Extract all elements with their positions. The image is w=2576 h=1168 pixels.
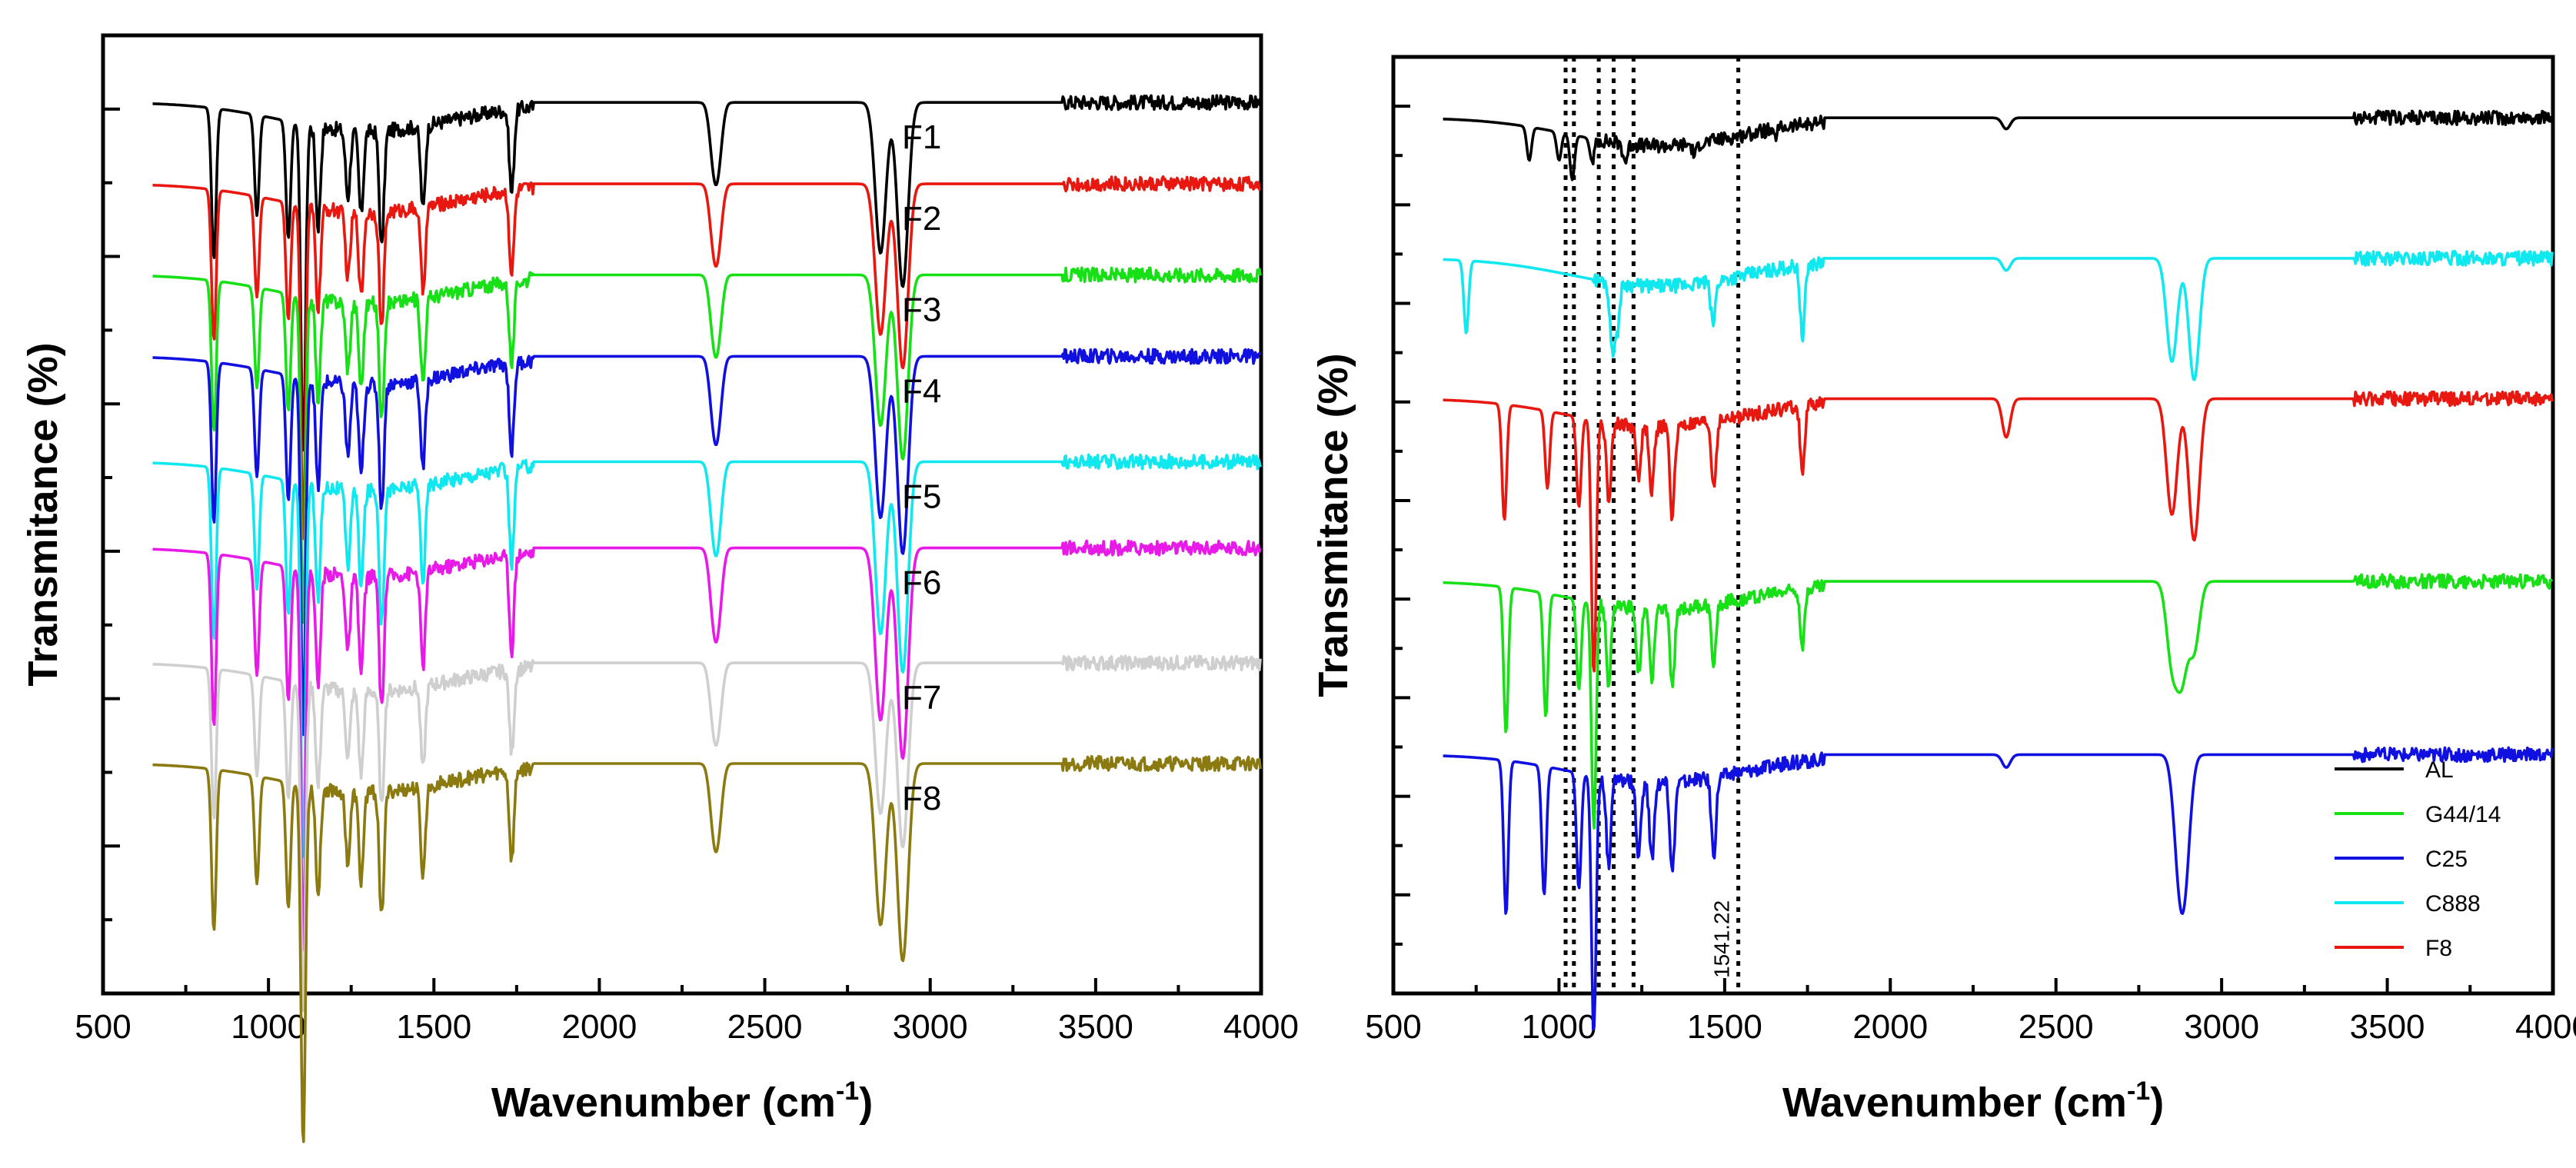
x-tick-label: 500	[1365, 1008, 1421, 1046]
series-label-f3: F3	[902, 291, 941, 329]
series-line-f8	[1443, 390, 2554, 673]
x-tick-label: 1000	[231, 1008, 306, 1046]
series-line-f6	[152, 539, 1262, 952]
left-chart-panel: 500 1000 1500 2000 2500 3000 3500 4000 Wavenumbe…	[20, 33, 1299, 1143]
series-label-f1: F1	[902, 118, 941, 156]
x-axis-title-close: )	[2150, 1080, 2164, 1126]
legend-label: AL	[2425, 757, 2454, 783]
x-tick-label: 3500	[2350, 1008, 2425, 1046]
legend-label: G44/14	[2425, 802, 2501, 827]
x-axis-title-text: Wavenumber (cm	[1782, 1080, 2127, 1126]
legend-label: F8	[2425, 936, 2452, 961]
y-axis-title: Transmitance (%)	[20, 342, 66, 686]
legend-label: C888	[2425, 891, 2481, 917]
x-tick-label: 2500	[727, 1008, 803, 1046]
x-tick-label: 2500	[2019, 1008, 2094, 1046]
x-axis-title-text: Wavenumber (cm	[491, 1080, 836, 1126]
x-tick-label: 500	[75, 1008, 131, 1046]
series-line-g44-14	[1443, 573, 2554, 830]
x-axis-title: Wavenumber (cm-1)	[1782, 1076, 2164, 1126]
series-label-f6: F6	[902, 564, 941, 602]
series-line-al	[1443, 109, 2554, 181]
x-tick-label: 1500	[396, 1008, 471, 1046]
series-line-f7	[152, 654, 1262, 1012]
x-axis-title-superscript: -1	[2127, 1076, 2150, 1106]
x-tick-label: 3500	[1058, 1008, 1133, 1046]
legend-label: C25	[2425, 847, 2468, 872]
series-label-f4: F4	[902, 372, 941, 410]
series-line-c25	[1443, 746, 2554, 1031]
x-tick-label: 1000	[1521, 1008, 1596, 1046]
series-line-f3	[152, 266, 1262, 624]
right-chart-panel: 500 1000 1500 2000 2500 3000 3500 4000 Wavenumbe…	[1310, 55, 2576, 1126]
series-line-f8	[152, 754, 1262, 1143]
x-tick-label: 2000	[1852, 1008, 1928, 1046]
x-axis-title-superscript: -1	[836, 1076, 859, 1106]
series-label-f2: F2	[902, 200, 941, 238]
reference-annotation: 1541.22	[1710, 900, 1734, 978]
series-line-c888	[1443, 249, 2554, 381]
series-label-f7: F7	[902, 679, 941, 717]
series-line-f5	[152, 453, 1262, 858]
series-line-f4	[152, 348, 1262, 737]
series-line-f1	[152, 94, 1262, 452]
plot-frame	[101, 33, 1263, 996]
series-label-f5: F5	[902, 478, 941, 515]
x-axis-title-close: )	[859, 1080, 873, 1126]
x-tick-label: 3000	[2184, 1008, 2259, 1046]
series-label-f8: F8	[902, 780, 941, 817]
x-tick-label: 4000	[2515, 1008, 2576, 1046]
x-tick-label: 4000	[1223, 1008, 1299, 1046]
x-tick-label: 1500	[1687, 1008, 1762, 1046]
x-tick-label: 2000	[561, 1008, 637, 1046]
series-line-f2	[152, 175, 1261, 541]
y-axis-title: Transmitance (%)	[1310, 353, 1356, 697]
x-tick-label: 3000	[893, 1008, 968, 1046]
x-axis-title: Wavenumber (cm-1)	[491, 1076, 873, 1126]
